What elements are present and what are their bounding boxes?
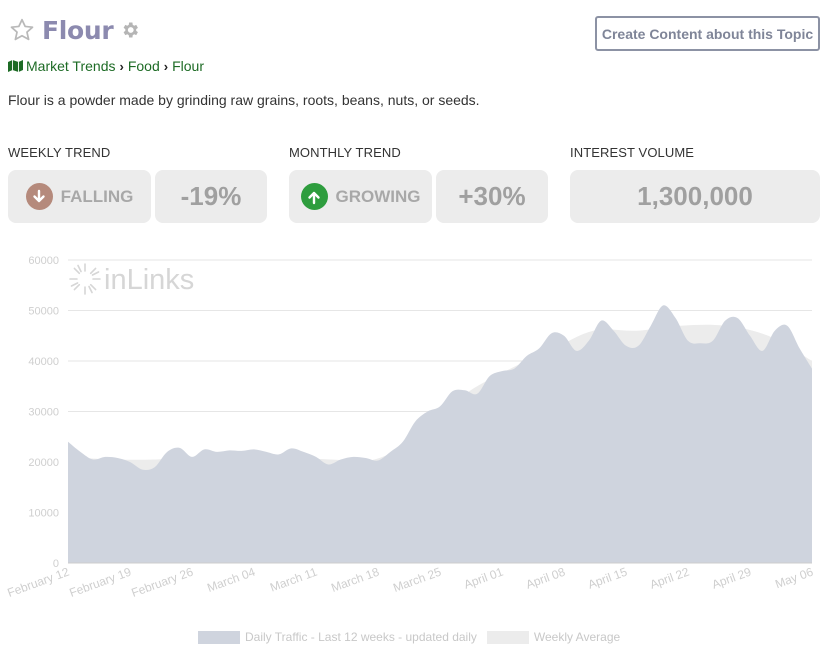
daily-traffic-area [68,305,812,563]
y-tick-label: 10000 [28,508,59,520]
interest-volume-label: INTEREST VOLUME [570,145,695,160]
interest-volume-box: 1,300,000 [570,170,820,223]
weekly-trend-box: FALLING [8,170,151,223]
x-tick-label: April 15 [586,565,629,592]
x-tick-label: April 29 [710,565,753,592]
monthly-percent-box: +30% [436,170,548,223]
breadcrumb-flour[interactable]: Flour [172,58,204,74]
monthly-trend-percent: +30% [458,181,526,211]
x-tick-label: April 08 [524,565,567,592]
legend-item-daily[interactable]: Daily Traffic - Last 12 weeks - updated … [198,630,477,644]
x-tick-label: May 06 [773,565,815,592]
interest-volume-value: 1,300,000 [637,181,753,211]
legend-label-daily: Daily Traffic - Last 12 weeks - updated … [245,630,477,644]
y-tick-label: 40000 [28,356,59,368]
star-icon[interactable] [8,16,36,44]
arrow-up-icon [300,183,328,210]
breadcrumb: Market Trends › Food › Flour [8,57,204,75]
legend-swatch-daily [198,630,240,644]
topic-description: Flour is a powder made by grinding raw g… [8,92,480,108]
breadcrumb-market-trends[interactable]: Market Trends [26,58,116,74]
y-tick-label: 20000 [28,457,59,469]
weekly-trend-direction: FALLING [60,186,134,206]
x-tick-label: February 19 [67,565,133,600]
gear-icon[interactable] [119,19,141,41]
y-tick-label: 50000 [28,306,59,318]
x-tick-label: April 01 [462,565,505,592]
traffic-chart-svg: inLinks 0100002000030000400005000060000 … [5,255,815,600]
monthly-trend-label: MONTHLY TREND [289,145,401,160]
legend-item-weekly[interactable]: Weekly Average [486,630,621,644]
x-tick-label: March 25 [391,565,443,595]
weekly-trend-label: WEEKLY TREND [8,145,111,160]
y-tick-label: 60000 [28,255,59,267]
chart-legend: Daily Traffic - Last 12 weeks - updated … [198,629,620,645]
x-tick-label: February 26 [129,565,195,600]
x-tick-label: April 22 [648,565,691,592]
create-content-button[interactable]: Create Content about this Topic [595,16,820,51]
y-axis: 0 10000 20000 30000 40000 50000 60000 [28,255,812,570]
traffic-chart: inLinks 0 10000 20000 30000 40000 50000 60000 … [0,240,820,653]
legend-swatch-weekly [486,630,529,644]
monthly-trend-direction: GROWING [335,186,421,206]
topic-header: Flour [8,13,141,47]
inlinks-watermark: inLinks [69,263,194,296]
monthly-trend-box: GROWING [289,170,432,223]
weekly-percent-box: -19% [155,170,267,223]
chevron-right-icon: › [119,58,124,74]
x-tick-label: February 12 [5,565,71,600]
chevron-right-icon: › [163,58,169,74]
y-tick-label: 30000 [28,407,59,419]
x-tick-label: March 18 [329,565,381,595]
y-tick-label: 0 [53,558,59,570]
watermark-text: inLinks [104,264,194,296]
page-title: Flour [42,15,114,45]
legend-label-weekly: Weekly Average [533,630,621,644]
weekly-trend-percent: -19% [180,181,242,211]
map-icon [8,60,23,72]
inlinks-logo-icon [69,263,101,295]
arrow-down-icon [25,183,53,210]
x-tick-label: March 04 [205,565,257,595]
x-tick-label: March 11 [268,565,319,595]
breadcrumb-food[interactable]: Food [127,58,160,74]
